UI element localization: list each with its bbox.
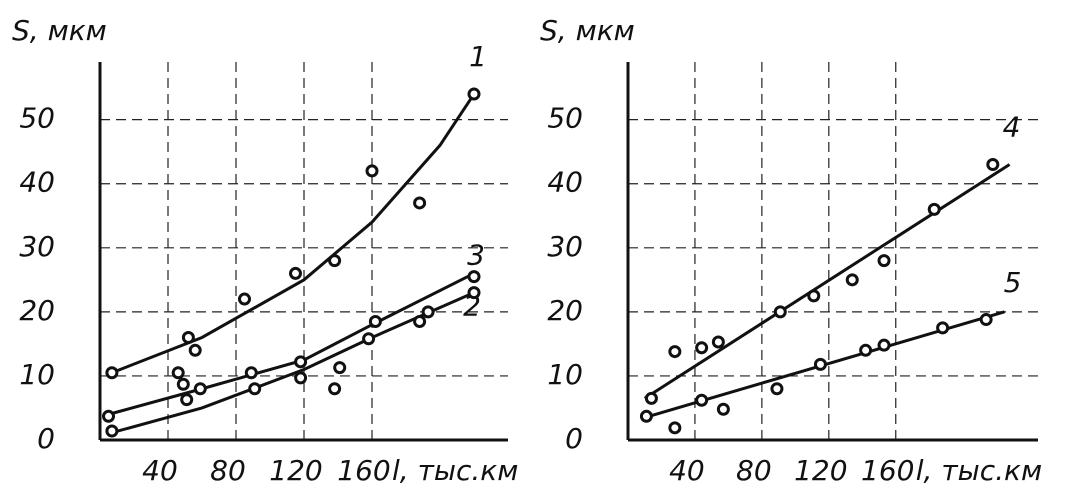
point <box>927 202 941 216</box>
point <box>238 292 251 306</box>
x-tick-label: 80 <box>736 454 772 487</box>
y-tick-label: 0 <box>37 422 55 455</box>
point <box>171 366 185 380</box>
point <box>695 393 709 407</box>
point <box>180 393 194 407</box>
y-tick-label: 40 <box>547 166 583 199</box>
curve-label: 1 <box>469 40 487 73</box>
x-tick-label: 160 <box>861 454 914 487</box>
x-tick-label: 120 <box>794 454 847 487</box>
y-tick-label: 50 <box>547 102 583 135</box>
y-tick-label: 10 <box>19 358 55 391</box>
y-tick-label: 20 <box>19 294 55 327</box>
fit-curve <box>643 163 1011 400</box>
point <box>773 305 787 319</box>
point <box>467 286 481 300</box>
fit-curve <box>108 291 475 436</box>
point <box>105 366 119 380</box>
point <box>328 254 342 268</box>
y-tick-label: 50 <box>19 102 55 135</box>
point <box>845 273 859 287</box>
point <box>365 164 379 178</box>
point <box>105 424 119 438</box>
point <box>716 402 730 416</box>
point <box>467 87 481 101</box>
x-tick-label: 40 <box>669 454 705 487</box>
x-axis-label: l, тыс.км <box>916 454 1042 487</box>
point <box>877 254 891 268</box>
point <box>979 313 993 327</box>
point <box>639 409 653 423</box>
y-tick-label: 0 <box>565 422 583 455</box>
x-axis-label: l, тыс.км <box>392 454 518 487</box>
y-tick-label: 10 <box>547 358 583 391</box>
point <box>668 421 682 435</box>
point <box>244 366 258 380</box>
point <box>668 345 682 359</box>
point <box>333 361 347 375</box>
x-tick-label: 160 <box>337 454 390 487</box>
point <box>413 196 427 210</box>
point <box>176 377 190 391</box>
curve-label: 4 <box>1003 111 1021 144</box>
point <box>813 357 827 371</box>
point <box>102 409 115 423</box>
point <box>770 382 784 396</box>
point <box>362 332 376 346</box>
point <box>807 289 821 303</box>
point <box>248 382 262 396</box>
point <box>467 270 481 284</box>
y-axis-label: S, мкм <box>12 14 107 47</box>
x-tick-label: 80 <box>210 454 246 487</box>
point <box>328 382 342 396</box>
y-tick-label: 20 <box>547 294 583 327</box>
point <box>421 305 435 319</box>
x-tick-label: 120 <box>269 454 322 487</box>
point <box>644 391 658 405</box>
point <box>193 382 207 396</box>
point <box>294 355 308 369</box>
point <box>181 330 195 344</box>
fit-curve <box>108 272 475 416</box>
y-axis-label: S, мкм <box>540 14 635 47</box>
point <box>188 343 202 357</box>
point <box>289 266 302 280</box>
point <box>986 158 1000 172</box>
point <box>936 321 950 335</box>
y-tick-label: 30 <box>19 230 55 263</box>
point <box>294 371 308 385</box>
fit-curve <box>111 93 476 375</box>
x-tick-label: 40 <box>142 454 178 487</box>
point <box>877 338 891 352</box>
point <box>368 314 382 328</box>
point <box>711 335 725 349</box>
y-tick-label: 30 <box>547 230 583 263</box>
curve-label: 3 <box>467 239 485 272</box>
point <box>695 341 709 355</box>
point <box>413 314 427 328</box>
curve-label: 5 <box>1004 266 1022 299</box>
y-tick-label: 40 <box>19 166 55 199</box>
point <box>859 343 873 357</box>
